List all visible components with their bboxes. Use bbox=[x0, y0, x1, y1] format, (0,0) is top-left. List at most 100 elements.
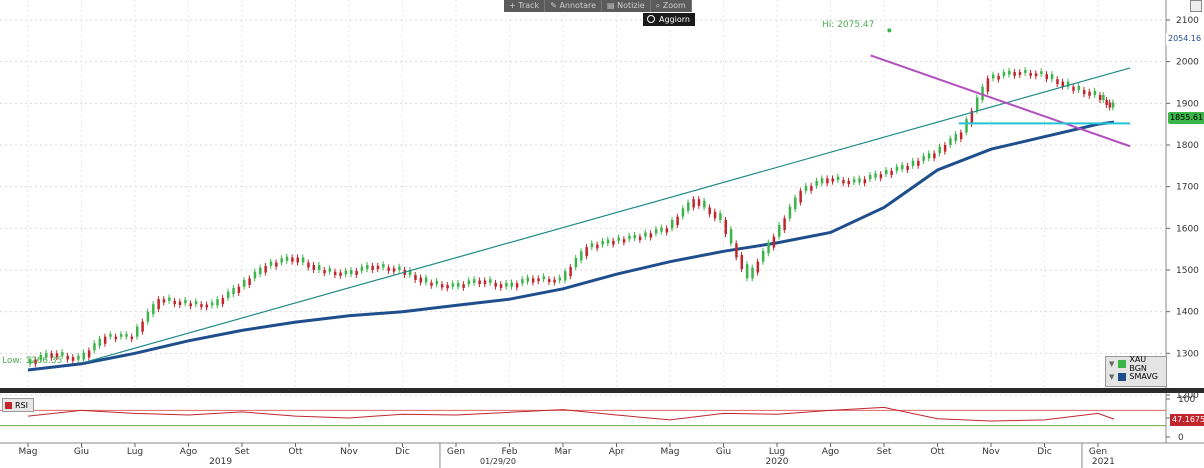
settings-icon[interactable] bbox=[1190, 0, 1202, 12]
legend-entry-smavg[interactable]: ▼ SMAVG bbox=[1106, 370, 1166, 383]
zoom-button[interactable]: ⌕ Zoom bbox=[651, 0, 692, 12]
price-candle bbox=[510, 282, 513, 287]
rsi-line bbox=[27, 406, 1115, 422]
price-candle bbox=[1105, 100, 1108, 105]
price-candle bbox=[301, 257, 305, 263]
month-label: Gen bbox=[447, 447, 465, 457]
swatch-smavg bbox=[1118, 372, 1127, 381]
price-candle bbox=[248, 278, 251, 285]
price-candle bbox=[938, 146, 941, 154]
price-candle bbox=[1050, 74, 1054, 80]
month-label: Nov bbox=[982, 447, 1000, 457]
price-candle bbox=[119, 334, 123, 337]
price-candle bbox=[735, 243, 738, 258]
price-candle bbox=[665, 228, 669, 233]
price-candle bbox=[1077, 85, 1081, 90]
price-candle bbox=[521, 279, 524, 284]
swatch-rsi bbox=[5, 401, 12, 409]
price-tick-label: 1300 bbox=[1176, 349, 1199, 359]
price-candle bbox=[430, 282, 433, 286]
price-candle bbox=[216, 299, 219, 306]
price-candle bbox=[788, 206, 792, 219]
price-candle bbox=[933, 153, 936, 159]
price-candle bbox=[671, 220, 674, 229]
price-candle bbox=[29, 359, 32, 364]
price-candle bbox=[243, 280, 246, 287]
price-candle bbox=[473, 279, 476, 283]
year-label: 2021 bbox=[1092, 457, 1115, 467]
price-candle bbox=[724, 220, 727, 235]
price-candle bbox=[692, 199, 695, 208]
price-candle bbox=[719, 213, 722, 220]
price-candle bbox=[681, 208, 685, 217]
price-candle bbox=[697, 199, 701, 206]
price-candle bbox=[71, 357, 75, 361]
price-candle bbox=[959, 132, 963, 140]
price-candle bbox=[628, 235, 631, 240]
rsi-legend-label: RSI bbox=[15, 400, 28, 410]
price-candle bbox=[617, 237, 620, 241]
news-button[interactable]: ▤ Notizie bbox=[602, 0, 651, 12]
price-candle bbox=[638, 236, 642, 240]
chart-toolbar: + Track ✎ Annotare ▤ Notizie ⌕ Zoom bbox=[504, 0, 692, 12]
price-candle bbox=[542, 276, 546, 280]
price-candle bbox=[703, 200, 706, 208]
price-tick-label: 1700 bbox=[1176, 183, 1199, 193]
price-candle bbox=[858, 178, 861, 183]
price-candle bbox=[1018, 72, 1022, 75]
price-candle bbox=[184, 300, 187, 304]
legend-entry-price[interactable]: ▼ XAU BGN bbox=[1106, 355, 1166, 373]
price-candle bbox=[232, 287, 235, 295]
month-label: Mar bbox=[555, 447, 572, 457]
price-candle bbox=[601, 240, 604, 245]
price-candle bbox=[146, 311, 150, 322]
price-candle bbox=[392, 268, 396, 272]
price-candle bbox=[1099, 95, 1102, 100]
price-candle bbox=[783, 218, 786, 230]
price-candle bbox=[761, 250, 765, 262]
price-candle bbox=[526, 277, 530, 282]
rsi-legend[interactable]: RSI bbox=[2, 398, 34, 412]
price-candle bbox=[269, 261, 273, 266]
smavg-line bbox=[27, 120, 1115, 372]
price-candle bbox=[328, 268, 332, 272]
price-candle bbox=[1082, 90, 1086, 95]
month-label: Gen bbox=[1089, 447, 1107, 457]
price-candle bbox=[564, 271, 567, 281]
price-candle bbox=[419, 277, 423, 283]
price-candle bbox=[39, 355, 43, 360]
price-candle bbox=[879, 174, 883, 179]
price-candle bbox=[580, 251, 583, 261]
radio-icon bbox=[647, 15, 655, 23]
price-candle bbox=[1111, 102, 1115, 108]
price-candle bbox=[1024, 70, 1027, 73]
month-label: Dic bbox=[395, 447, 409, 457]
price-candle bbox=[954, 134, 958, 141]
price-candle bbox=[590, 243, 594, 248]
price-candle bbox=[975, 97, 979, 111]
price-candle bbox=[505, 282, 508, 287]
price-candle bbox=[687, 202, 690, 211]
price-candle bbox=[114, 336, 118, 340]
price-candle bbox=[1108, 102, 1112, 108]
price-candle bbox=[291, 257, 294, 262]
price-candle bbox=[1029, 72, 1032, 76]
price-candle bbox=[280, 258, 283, 263]
price-candle bbox=[350, 270, 353, 275]
track-button[interactable]: + Track bbox=[504, 0, 546, 12]
price-candle bbox=[863, 179, 867, 184]
price-candle bbox=[467, 280, 471, 285]
price-candle bbox=[109, 334, 112, 337]
price-candle bbox=[157, 299, 160, 310]
annotate-button[interactable]: ✎ Annotare bbox=[545, 0, 603, 12]
price-candle bbox=[141, 321, 144, 332]
month-label: Ago bbox=[180, 447, 198, 457]
price-candle bbox=[906, 165, 909, 170]
rsi-layer bbox=[27, 406, 1115, 422]
price-candle bbox=[740, 255, 744, 270]
price-candle bbox=[489, 279, 492, 283]
price-candle bbox=[997, 75, 1000, 80]
month-label: Set bbox=[235, 447, 250, 457]
update-button[interactable]: Aggiorn bbox=[643, 13, 695, 26]
price-candle bbox=[253, 271, 257, 279]
